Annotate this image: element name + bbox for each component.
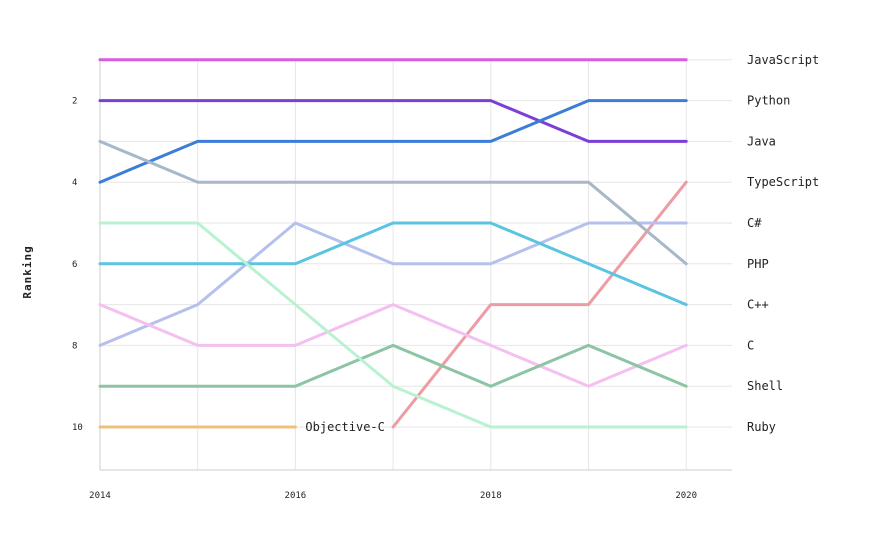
right-label: C#	[747, 216, 762, 230]
series-line-shell	[98, 343, 688, 388]
right-label: Ruby	[747, 420, 776, 434]
axis-ticks: 2 4 6 8 10 2014 2016 2018 2020	[72, 97, 697, 501]
right-labels: JavaScript Python Java TypeScript C# PHP C++ C S…	[305, 53, 819, 434]
y-axis-label: Ranking	[21, 245, 34, 298]
series-line-java	[98, 99, 688, 184]
right-label: Python	[747, 94, 790, 108]
right-label: Shell	[747, 379, 783, 393]
series-line-python	[98, 99, 688, 143]
right-label: C++	[747, 298, 769, 312]
y-tick-label: 2	[72, 97, 77, 107]
right-label: TypeScript	[747, 175, 819, 189]
y-tick-label: 8	[72, 341, 77, 351]
annotation-label: Objective-C	[305, 420, 384, 434]
x-tick-label: 2014	[89, 491, 111, 501]
y-tick-label: 10	[72, 423, 83, 433]
right-label: C	[747, 338, 754, 352]
right-label: Java	[747, 134, 776, 148]
series-line-ruby	[98, 221, 688, 429]
right-label: PHP	[747, 257, 769, 271]
y-tick-label: 6	[72, 260, 77, 270]
series-line-c	[98, 221, 688, 347]
series-line-c	[98, 221, 688, 307]
right-label: JavaScript	[747, 53, 819, 67]
series-line-c	[98, 303, 688, 388]
series-lines	[98, 58, 688, 429]
y-tick-label: 4	[72, 178, 77, 188]
x-tick-label: 2020	[675, 491, 697, 501]
series-line-php	[98, 139, 688, 266]
x-tick-label: 2018	[480, 491, 502, 501]
x-tick-label: 2016	[285, 491, 307, 501]
